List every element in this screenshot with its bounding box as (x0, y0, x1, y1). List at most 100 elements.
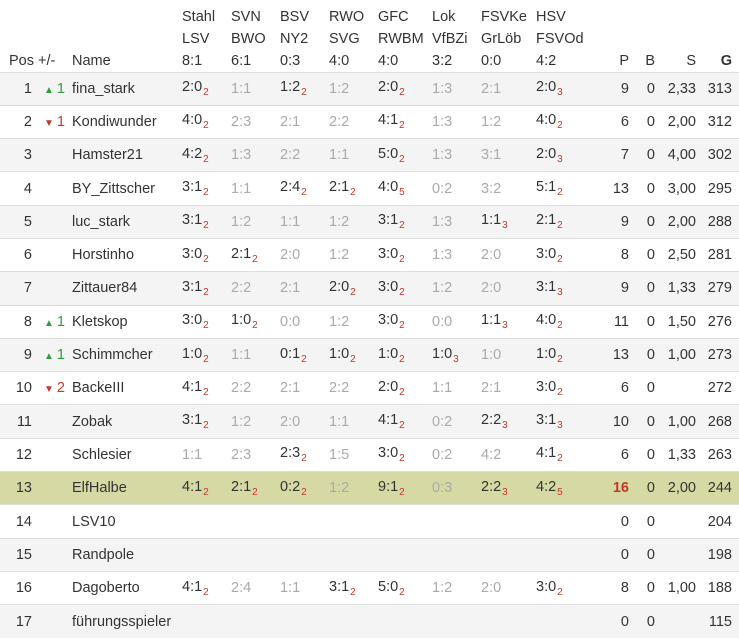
player-name[interactable]: führungsspieler (72, 613, 172, 630)
table-row[interactable]: 5 luc_stark 3:12 1:2 1:1 1:2 3:12 1:3 1:13 2:12 9 0… (0, 205, 739, 239)
player-name[interactable]: LSV10 (72, 513, 116, 530)
player-name[interactable]: luc_stark (72, 213, 131, 230)
player-name[interactable]: BackeIII (72, 380, 125, 397)
tip-cell: 4:22 (182, 139, 231, 172)
match-away-team: LSV (182, 30, 210, 47)
tip-points: 2 (301, 353, 307, 365)
b-cell: 0 (646, 380, 655, 397)
tip-value: 2:1 (231, 478, 252, 495)
player-name[interactable]: Schlesier (72, 446, 132, 463)
tip-cell: 2:03 (536, 139, 592, 172)
match-header[interactable]: SVN BWO 6:1 (231, 0, 280, 72)
table-row[interactable]: 1 ▲ 1 fina_stark 2:02 1:1 1:22 1:2 2:02 1:3 2:1 2:0… (0, 72, 739, 106)
tip-cell (329, 505, 378, 538)
player-name[interactable]: fina_stark (72, 80, 135, 97)
tip-cell (231, 505, 280, 538)
match-header[interactable]: FSVKe GrLöb 0:0 (481, 0, 536, 72)
player-name[interactable]: Zittauer84 (72, 280, 138, 297)
header-row: Pos +/- Name Stahl LSV 8:1 SVN BWO 6:1 BSV NY… (0, 0, 739, 72)
tip-value: 1:1 (329, 413, 350, 430)
table-row[interactable]: 9 ▲ 1 Schimmcher 1:02 1:1 0:12 1:02 1:02 1:03 1:0 1… (0, 338, 739, 372)
tip-value: 0:2 (432, 180, 453, 197)
table-row[interactable]: 17 führungsspieler 0 0 115 (0, 604, 739, 638)
position-cell: 14 (15, 513, 32, 530)
player-name[interactable]: Kletskop (72, 313, 128, 330)
player-name[interactable]: Dagoberto (72, 580, 140, 597)
total-cell: 115 (708, 613, 732, 630)
table-row[interactable]: 10 ▼ 2 BackeIII 4:12 2:2 2:1 2:2 2:02 1:1 2:1 3:02 6… (0, 371, 739, 405)
b-cell: 0 (646, 513, 655, 530)
tip-cell: 0:2 (432, 438, 481, 471)
player-name[interactable]: Hamster21 (72, 147, 143, 164)
tip-points: 2 (203, 353, 209, 365)
tip-cell: 4:05 (378, 172, 432, 205)
tip-cell: 2:02 (329, 272, 378, 305)
position-cell: 11 (16, 413, 32, 430)
points-cell: 9 (620, 280, 629, 297)
tip-points: 2 (252, 320, 258, 332)
tip-value: 2:0 (378, 79, 399, 96)
position-cell: 16 (15, 580, 32, 597)
tip-value: 4:0 (378, 179, 399, 196)
player-name[interactable]: BY_Zittscher (72, 180, 155, 197)
b-cell: 0 (646, 80, 655, 97)
match-header[interactable]: GFC RWBM 4:0 (378, 0, 432, 72)
tip-value: 1:0 (182, 345, 203, 362)
total-cell: 244 (707, 480, 732, 497)
tip-cell: 3:02 (378, 238, 432, 271)
table-row[interactable]: 13 ElfHalbe 4:12 2:12 0:22 1:2 9:12 0:3 2:23 4:25… (0, 471, 739, 505)
tip-cell: 5:02 (378, 139, 432, 172)
tip-cell (231, 605, 280, 638)
match-score: 8:1 (182, 52, 203, 69)
tip-value: 5:0 (378, 145, 399, 162)
tip-cell: 0:0 (280, 305, 329, 338)
table-row[interactable]: 14 LSV10 0 0 204 (0, 504, 739, 538)
total-cell: 272 (707, 380, 732, 397)
table-row[interactable]: 2 ▼ 1 Kondiwunder 4:02 2:3 2:1 2:2 4:12 1:3 1:2 4:0… (0, 105, 739, 138)
tip-value: 1:1 (481, 212, 502, 229)
table-row[interactable]: 3 Hamster21 4:22 1:3 2:2 1:1 5:02 1:3 3:1 2:03 7 0 4… (0, 138, 739, 172)
table-row[interactable]: 11 Zobak 3:12 1:2 2:0 1:1 4:12 0:2 2:23 3:13 10 0 1,… (0, 404, 739, 439)
match-header[interactable]: BSV NY2 0:3 (280, 0, 329, 72)
match-header[interactable]: Lok VfBZi 3:2 (432, 0, 481, 72)
table-row[interactable]: 12 Schlesier 1:1 2:3 2:32 1:5 3:02 0:2 4:2 4:12 6 0… (0, 438, 739, 471)
match-home-team: SVN (231, 8, 261, 25)
table-row[interactable]: 4 BY_Zittscher 3:12 1:1 2:42 2:12 4:05 0:2 3:2 5:… (0, 171, 739, 205)
player-name[interactable]: Schimmcher (72, 347, 153, 364)
tip-cell: 2:2 (231, 272, 280, 305)
points-cell: 6 (620, 113, 629, 130)
tip-value: 3:0 (378, 312, 399, 329)
tip-cell: 3:1 (481, 139, 536, 172)
change-value: 1 (56, 113, 65, 130)
match-header[interactable]: HSV FSVOd 4:2 (536, 0, 592, 72)
tip-value: 2:0 (329, 278, 350, 295)
table-row[interactable]: 7 Zittauer84 3:12 2:2 2:1 2:02 3:02 1:2 2:0 3:13 9… (0, 271, 739, 306)
triangle-up-icon: ▲ (44, 351, 54, 363)
change-cell: ▲ 1 (38, 72, 72, 105)
table-row[interactable]: 16 Dagoberto 4:12 2:4 1:1 3:12 5:02 1:2 2:0 3:02 8… (0, 571, 739, 604)
player-name[interactable]: ElfHalbe (72, 480, 127, 497)
player-name[interactable]: Randpole (72, 546, 135, 563)
triangle-down-icon: ▼ (44, 384, 54, 396)
match-header[interactable]: Stahl LSV 8:1 (182, 0, 231, 72)
b-cell: 0 (646, 347, 655, 364)
position-cell: 10 (15, 380, 32, 397)
player-name[interactable]: Zobak (72, 413, 113, 430)
tip-value: 4:0 (536, 112, 557, 129)
player-name[interactable]: Horstinho (72, 247, 135, 264)
tip-cell: 2:2 (329, 372, 378, 405)
tip-cell: 5:02 (378, 571, 432, 604)
tip-points: 2 (399, 320, 405, 332)
tip-cell: 5:12 (536, 172, 592, 205)
match-header[interactable]: RWO SVG 4:0 (329, 0, 378, 72)
match-score: 0:0 (481, 52, 502, 69)
table-row[interactable]: 6 Horstinho 3:02 2:12 2:0 1:2 3:02 1:3 2:0 3:02 8 0… (0, 238, 739, 271)
table-row[interactable]: 15 Randpole 0 0 198 (0, 538, 739, 572)
player-name[interactable]: Kondiwunder (72, 113, 157, 130)
tip-points: 3 (557, 87, 563, 99)
tip-value: 1:1 (231, 80, 252, 97)
table-row[interactable]: 8 ▲ 1 Kletskop 3:02 1:02 0:0 1:2 3:02 0:0 1:13 4:02… (0, 305, 739, 338)
tip-points: 2 (557, 320, 563, 332)
tip-cell: 1:02 (378, 338, 432, 371)
